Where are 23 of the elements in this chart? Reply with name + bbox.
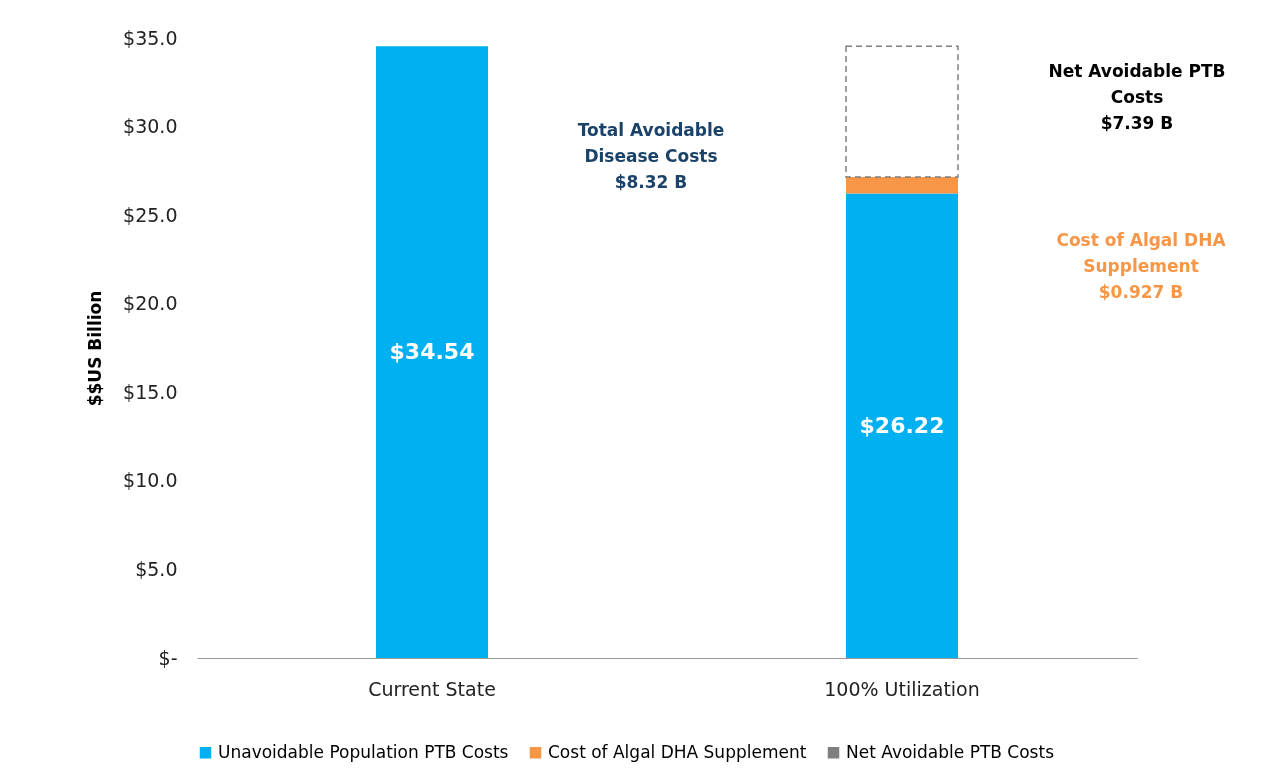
y-tick-label: $20.0 [123,292,178,315]
y-tick-label: $15.0 [123,380,178,403]
data-label: $26.22 [859,412,945,438]
y-axis-title: $$US Billion [85,290,106,407]
legend-label: Cost of Algal DHA Supplement [548,741,807,762]
bar [846,193,958,658]
y-tick-label: $- [158,646,178,669]
bar [846,177,958,194]
y-tick-label: $35.0 [123,26,178,49]
y-tick-label: $5.0 [135,557,178,580]
annotation: Total Avoidable Disease Costs $8.32 B [577,120,725,192]
y-tick-label: $10.0 [123,469,178,492]
legend-label: Unavoidable Population PTB Costs [218,741,509,762]
x-tick-label: Current State [368,677,496,700]
annotation: Net Avoidable PTB Costs $7.39 B [1048,61,1226,133]
annotation: Cost of Algal DHA Supplement $0.927 B [1056,230,1227,302]
x-tick-label: 100% Utilization [824,677,980,700]
bar [845,45,959,178]
data-label: $34.54 [389,339,475,365]
y-tick-label: $25.0 [123,203,178,226]
bar [376,46,488,658]
y-tick-label: $30.0 [123,115,178,138]
legend-label: Net Avoidable PTB Costs [846,741,1055,762]
